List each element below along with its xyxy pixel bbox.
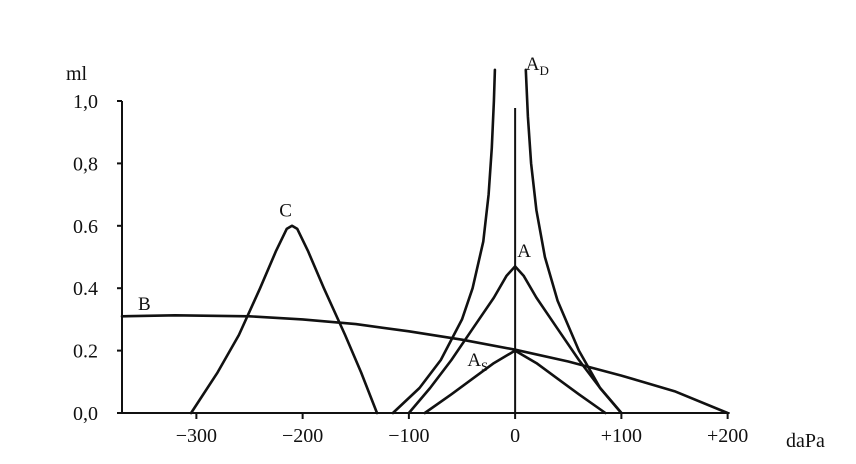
curve-label-ad-left: AD: [526, 54, 549, 78]
curve-label-main: A: [517, 241, 531, 262]
y-tick-label: 1,0: [73, 91, 98, 113]
y-tick-label: 0.6: [73, 216, 98, 238]
curve-ad-left: [391, 68, 497, 415]
y-tick-label: 0,8: [73, 153, 98, 175]
x-tick-label: +200: [707, 425, 748, 447]
x-tick-label: 0: [510, 425, 520, 447]
y-axis-unit-label: ml: [66, 63, 88, 85]
x-tick-label: −300: [176, 425, 217, 447]
curve-a: [407, 265, 623, 415]
axes: 0,0 0.2 0.4 0.6 0,8 1,0 −300 −200 −100 0 +100 +200: [73, 91, 748, 447]
x-tick-label: −200: [282, 425, 323, 447]
curves: [120, 68, 729, 415]
x-axis-unit-label: daPa: [786, 430, 825, 452]
curve-label-main: A: [467, 350, 481, 371]
x-tick-label: +100: [601, 425, 642, 447]
curve-ad-right: [524, 68, 623, 415]
curve-label-c: C: [279, 200, 292, 221]
curve-label-main: C: [279, 200, 292, 221]
y-tick-label: 0.2: [73, 341, 98, 363]
curve-label-subscript: D: [539, 63, 548, 78]
x-tick-label: −100: [388, 425, 429, 447]
curve-label-b: B: [138, 294, 151, 315]
curve-label-main: A: [526, 54, 540, 75]
curve-label-main: B: [138, 294, 151, 315]
curve-c: [189, 224, 379, 415]
curve-label-as: AS: [467, 350, 488, 374]
curve-label-subscript: S: [481, 359, 488, 374]
y-tick-label: 0,0: [73, 403, 98, 425]
y-tick-label: 0.4: [73, 278, 98, 300]
curve-b: [120, 314, 729, 415]
curve-label-a: A: [517, 241, 531, 262]
